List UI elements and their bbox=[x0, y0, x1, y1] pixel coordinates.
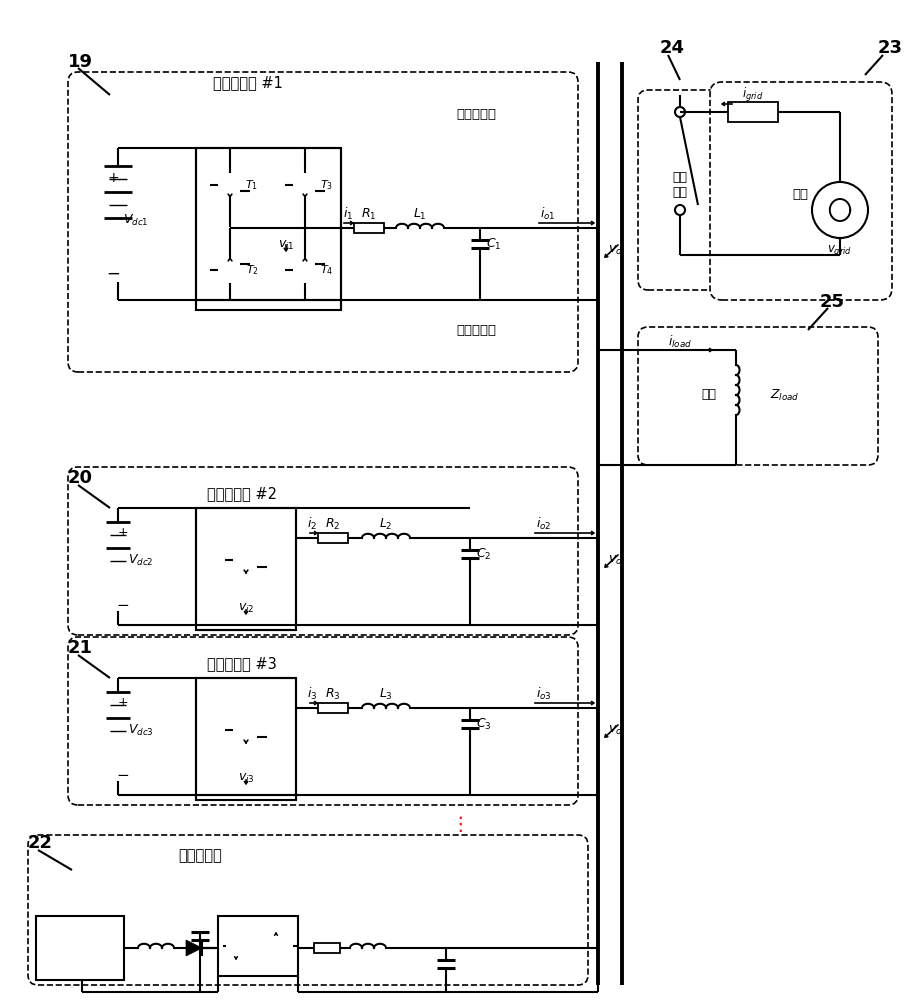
Text: $L_3$: $L_3$ bbox=[379, 686, 393, 702]
Polygon shape bbox=[315, 264, 325, 276]
Bar bbox=[354, 223, 384, 233]
Text: $i_1$: $i_1$ bbox=[343, 206, 353, 222]
Bar bbox=[80, 960, 99, 978]
Text: $C_3$: $C_3$ bbox=[476, 716, 492, 732]
Text: $T_3$: $T_3$ bbox=[320, 178, 333, 192]
Bar bbox=[38, 920, 57, 938]
Text: 电网: 电网 bbox=[792, 188, 808, 202]
Text: +: + bbox=[118, 696, 129, 708]
Polygon shape bbox=[240, 264, 250, 276]
FancyBboxPatch shape bbox=[638, 90, 722, 290]
Text: −: − bbox=[117, 768, 129, 782]
Text: $v_o$: $v_o$ bbox=[608, 243, 622, 257]
Text: $V_{dc2}$: $V_{dc2}$ bbox=[128, 552, 153, 568]
Text: $R_1$: $R_1$ bbox=[362, 206, 376, 222]
Text: 22: 22 bbox=[28, 834, 53, 852]
Text: $R_3$: $R_3$ bbox=[325, 686, 341, 702]
Bar bbox=[101, 940, 120, 958]
Text: $i_{load}$: $i_{load}$ bbox=[668, 334, 692, 350]
Text: 储能逆变器 #3: 储能逆变器 #3 bbox=[207, 656, 277, 672]
Text: 负载: 负载 bbox=[701, 388, 716, 401]
Polygon shape bbox=[271, 934, 281, 942]
Bar bbox=[318, 703, 348, 713]
Bar bbox=[38, 940, 57, 958]
Bar bbox=[196, 678, 296, 800]
Text: $v_{i3}$: $v_{i3}$ bbox=[238, 771, 254, 785]
FancyBboxPatch shape bbox=[68, 637, 578, 805]
Text: $L_1$: $L_1$ bbox=[413, 206, 427, 222]
Text: 负载连接点: 负载连接点 bbox=[456, 324, 496, 336]
Polygon shape bbox=[315, 179, 325, 191]
Text: 21: 21 bbox=[68, 639, 93, 657]
Text: 25: 25 bbox=[820, 293, 845, 311]
Text: $v_o$: $v_o$ bbox=[608, 553, 622, 567]
Text: $R_2$: $R_2$ bbox=[325, 516, 341, 532]
Text: −: − bbox=[106, 265, 120, 283]
Text: $i_{grid}$: $i_{grid}$ bbox=[743, 86, 764, 104]
Bar bbox=[196, 148, 341, 310]
Bar bbox=[318, 533, 348, 543]
Text: 储能逆变器 #2: 储能逆变器 #2 bbox=[207, 487, 277, 502]
Text: $i_{o2}$: $i_{o2}$ bbox=[536, 516, 552, 532]
Text: $v_{i1}$: $v_{i1}$ bbox=[278, 238, 295, 252]
Bar bbox=[314, 943, 340, 953]
FancyBboxPatch shape bbox=[638, 327, 878, 465]
Bar bbox=[101, 960, 120, 978]
Text: $C_2$: $C_2$ bbox=[476, 546, 492, 562]
FancyBboxPatch shape bbox=[68, 467, 578, 635]
Text: $i_3$: $i_3$ bbox=[307, 686, 318, 702]
Bar bbox=[59, 960, 78, 978]
Bar bbox=[728, 102, 778, 122]
Bar bbox=[59, 940, 78, 958]
Bar bbox=[80, 940, 99, 958]
Bar bbox=[218, 916, 298, 976]
Text: 20: 20 bbox=[68, 469, 93, 487]
Text: −: − bbox=[117, 597, 129, 612]
Polygon shape bbox=[257, 724, 267, 736]
Text: ⋮: ⋮ bbox=[450, 816, 470, 834]
Text: $T_4$: $T_4$ bbox=[320, 263, 333, 277]
Text: +: + bbox=[118, 526, 129, 538]
Text: $v_{grid}$: $v_{grid}$ bbox=[827, 242, 853, 257]
Text: $T_2$: $T_2$ bbox=[245, 263, 259, 277]
Text: 23: 23 bbox=[878, 39, 903, 57]
Text: $V_{dc1}$: $V_{dc1}$ bbox=[123, 212, 149, 228]
Text: 24: 24 bbox=[660, 39, 685, 57]
Text: $Z_{load}$: $Z_{load}$ bbox=[770, 387, 800, 403]
Bar bbox=[36, 916, 124, 980]
FancyBboxPatch shape bbox=[68, 72, 578, 372]
Text: 储能逆变器 #1: 储能逆变器 #1 bbox=[213, 76, 283, 91]
Polygon shape bbox=[240, 179, 250, 191]
Text: $v_{i2}$: $v_{i2}$ bbox=[238, 601, 254, 615]
Bar bbox=[80, 920, 99, 938]
Text: $C_1$: $C_1$ bbox=[487, 236, 502, 252]
Text: $V_{dc3}$: $V_{dc3}$ bbox=[128, 722, 154, 738]
Bar bbox=[59, 920, 78, 938]
Text: $i_{o3}$: $i_{o3}$ bbox=[536, 686, 552, 702]
Text: $i_2$: $i_2$ bbox=[307, 516, 317, 532]
Text: 19: 19 bbox=[68, 53, 93, 71]
Text: $T_1$: $T_1$ bbox=[245, 178, 259, 192]
Text: $L_2$: $L_2$ bbox=[379, 516, 393, 532]
Text: $i_{o1}$: $i_{o1}$ bbox=[540, 206, 555, 222]
Bar bbox=[101, 920, 120, 938]
Text: +: + bbox=[107, 171, 118, 185]
Polygon shape bbox=[186, 940, 202, 956]
Bar bbox=[38, 960, 57, 978]
Bar bbox=[196, 508, 296, 630]
Polygon shape bbox=[257, 554, 267, 566]
Text: 并网
开关: 并网 开关 bbox=[673, 171, 688, 199]
Text: 光伏逆变器: 光伏逆变器 bbox=[178, 848, 222, 863]
Text: $v_o$: $v_o$ bbox=[608, 723, 622, 737]
FancyBboxPatch shape bbox=[710, 82, 892, 300]
Text: 并网连接点: 并网连接点 bbox=[456, 108, 496, 121]
FancyBboxPatch shape bbox=[28, 835, 588, 985]
